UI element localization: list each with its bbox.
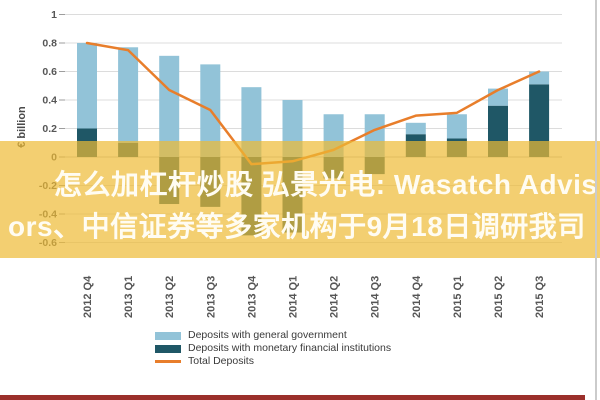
x-tick-label: 2013 Q4 <box>246 275 258 318</box>
y-tick-label: 1 <box>51 9 57 21</box>
x-tick-label: 2015 Q1 <box>452 276 464 318</box>
legend-swatch-general-government <box>155 331 181 340</box>
x-tick-label: 2015 Q3 <box>534 276 546 318</box>
right-divider-line <box>595 0 597 400</box>
bottom-red-strip <box>0 395 585 400</box>
legend-item-total-deposits: Total Deposits <box>155 355 391 367</box>
x-tick-label: 2014 Q4 <box>411 275 423 318</box>
legend-label-monetary-financial: Deposits with monetary financial institu… <box>188 342 392 354</box>
legend-item-general-government: Deposits with general government <box>155 329 391 341</box>
x-tick-label: 2012 Q4 <box>82 275 94 318</box>
legend-label-total-deposits: Total Deposits <box>188 355 254 367</box>
bar-segment-general-government <box>77 43 97 129</box>
bar-segment-general-government <box>446 114 467 139</box>
headline-line-1: 怎么加杠杆炒股 弘景光电: Wasatch Advis <box>54 169 598 200</box>
headline-overlay-banner: 怎么加杠杆炒股 弘景光电: Wasatch Advis ors、中信证券等多家机… <box>0 141 600 258</box>
bar-segment-general-government <box>118 47 139 143</box>
x-tick-label: 2013 Q3 <box>205 276 217 318</box>
x-tick-label: 2015 Q2 <box>493 276 505 318</box>
bar-segment-monetary-financial <box>529 84 550 157</box>
x-tick-label: 2013 Q1 <box>123 276 135 318</box>
bar-segment-general-government <box>405 122 426 135</box>
headline-line-2: ors、中信证券等多家机构于9月18日调研我司 <box>8 211 586 242</box>
x-tick-label: 2014 Q3 <box>370 276 382 318</box>
y-tick-label: 0.2 <box>42 123 57 135</box>
legend-label-general-government: Deposits with general government <box>188 329 347 341</box>
x-tick-label: 2013 Q2 <box>164 276 176 318</box>
y-tick-label: 0.4 <box>42 95 57 107</box>
chart-legend: Deposits with general government Deposit… <box>155 329 392 370</box>
x-tick-label: 2014 Q2 <box>329 276 341 318</box>
legend-swatch-total-deposits <box>155 360 181 363</box>
legend-item-monetary-financial: Deposits with monetary financial institu… <box>155 342 392 354</box>
y-tick-label: 0.6 <box>42 66 57 78</box>
bar-segment-general-government <box>241 87 262 157</box>
y-tick-label: 0.8 <box>42 38 57 50</box>
bar-segment-general-government <box>159 55 180 158</box>
x-tick-label: 2014 Q1 <box>288 276 300 318</box>
legend-swatch-monetary-financial <box>155 344 181 353</box>
